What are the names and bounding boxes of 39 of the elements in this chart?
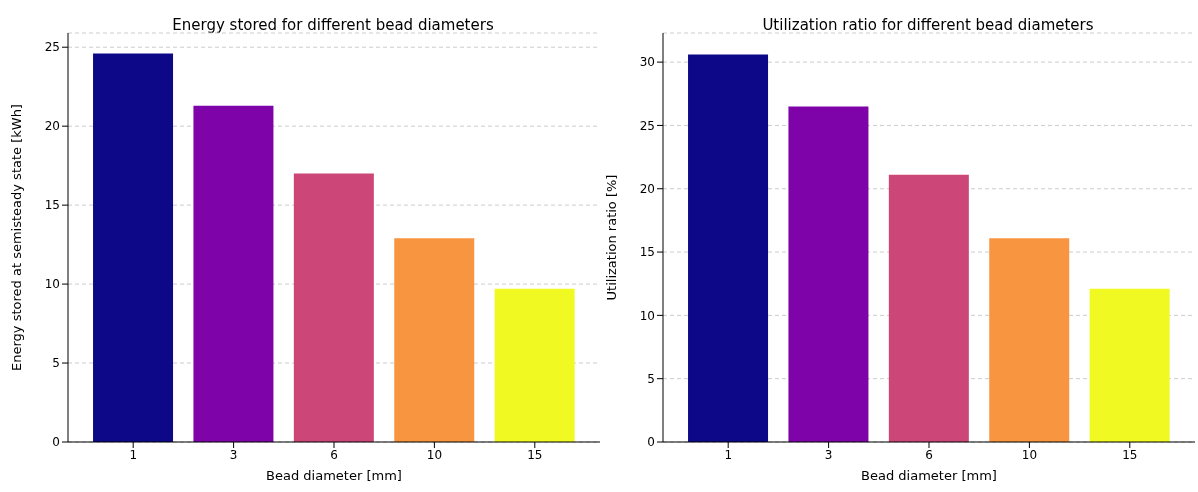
y-tick-label: 0 [647,435,655,450]
bar [1089,288,1170,442]
bar [888,174,969,442]
y-tick-label: 5 [52,356,60,371]
y-tick-label: 20 [44,119,60,134]
x-tick-label: 10 [1021,447,1038,462]
y-tick-label: 20 [639,182,655,197]
x-axis-title: Bead diameter [mm] [266,468,402,483]
bar [494,288,575,442]
x-tick-label: 6 [330,447,338,462]
chart-title: Utilization ratio for different bead diameters [761,16,1095,34]
bar [93,53,174,442]
bar [788,106,869,442]
bar [989,238,1070,442]
y-tick-label: 0 [52,435,60,450]
x-tick-label: 3 [229,447,238,462]
bar [193,105,274,442]
y-axis-title: Utilization ratio [%] [603,174,619,301]
x-tick-label: 15 [1122,447,1138,462]
x-tick-label: 1 [724,447,733,462]
y-tick-label: 25 [44,40,60,55]
y-tick-label: 15 [44,198,60,213]
y-tick-label: 10 [44,277,60,292]
x-tick-label: 15 [527,447,543,462]
y-tick-label: 15 [639,245,655,260]
x-tick-label: 1 [129,447,138,462]
bar [293,173,374,442]
y-tick-label: 5 [647,371,655,386]
y-axis-title: Energy stored at semisteady state [kWh] [8,104,24,371]
x-tick-label: 10 [426,447,443,462]
y-tick-label: 25 [639,118,655,133]
bar [394,238,475,442]
x-tick-label: 3 [824,447,833,462]
chart-title: Energy stored for different bead diameters [171,16,495,34]
x-tick-label: 6 [925,447,933,462]
y-tick-label: 30 [639,55,655,70]
y-tick-label: 10 [639,308,655,323]
x-axis-title: Bead diameter [mm] [861,468,997,483]
bar [688,54,769,442]
